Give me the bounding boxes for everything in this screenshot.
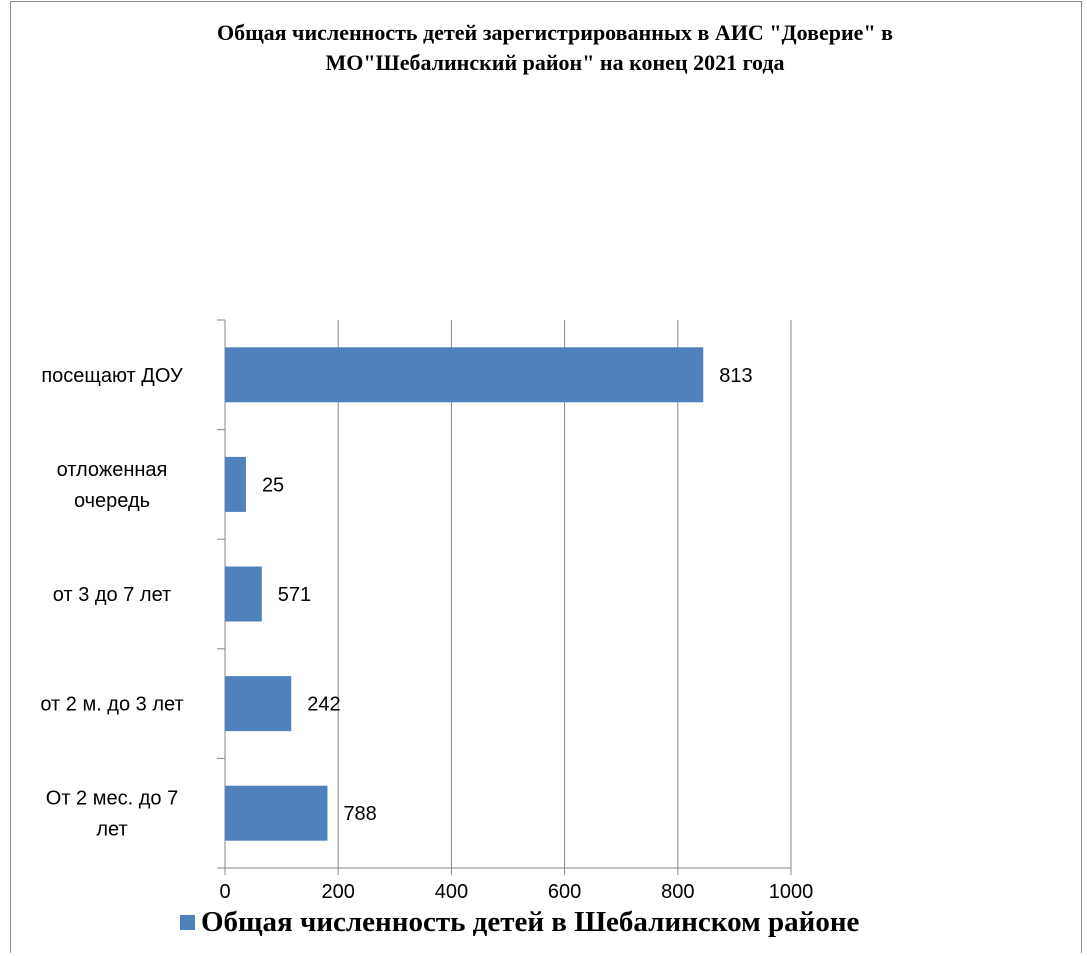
category-label-line: лет: [96, 819, 127, 841]
data-label: 571: [278, 584, 311, 606]
bar: [225, 347, 704, 403]
x-tick-label: 200: [322, 881, 355, 903]
x-tick-label: 400: [435, 881, 468, 903]
category-label-line: очередь: [74, 490, 150, 512]
category-label-line: посещают ДОУ: [41, 365, 183, 387]
x-tick-label: 800: [661, 881, 694, 903]
chart-title: Общая численность детей зарегистрированн…: [60, 18, 1050, 78]
x-tick-label: 600: [548, 881, 581, 903]
category-label: От 2 мес. до 7 лет: [46, 788, 178, 841]
category-label: от 2 м. до 3 лет: [40, 694, 183, 716]
category-label: посещают ДОУ: [41, 365, 183, 387]
x-tick-label: 1000: [769, 881, 814, 903]
bar: [225, 676, 292, 732]
category-label-line: от 3 до 7 лет: [53, 584, 171, 606]
category-label: отложенная очередь: [57, 459, 168, 512]
bar: [225, 566, 262, 622]
data-label: 813: [719, 365, 752, 387]
legend-swatch: [180, 914, 195, 930]
category-label: от 3 до 7 лет: [53, 584, 171, 606]
category-label-line: отложенная: [57, 459, 168, 481]
bar: [225, 785, 328, 841]
data-label: 25: [262, 474, 284, 496]
data-label: 242: [307, 694, 340, 716]
x-tick-label: 0: [219, 881, 230, 903]
chart-title-line-1: Общая численность детей зарегистрированн…: [216, 20, 894, 45]
chart-frame: [10, 1, 1082, 953]
bar: [225, 456, 246, 512]
chart-title-line-2: МО"Шебалинский район" на конец 2021 года: [325, 50, 785, 75]
data-label: 788: [343, 803, 376, 825]
category-label-line: От 2 мес. до 7: [46, 788, 178, 810]
category-label-line: от 2 м. до 3 лет: [40, 694, 183, 716]
legend: Общая численность детей в Шебалинском ра…: [180, 902, 859, 942]
legend-label: Общая численность детей в Шебалинском ра…: [201, 905, 860, 938]
